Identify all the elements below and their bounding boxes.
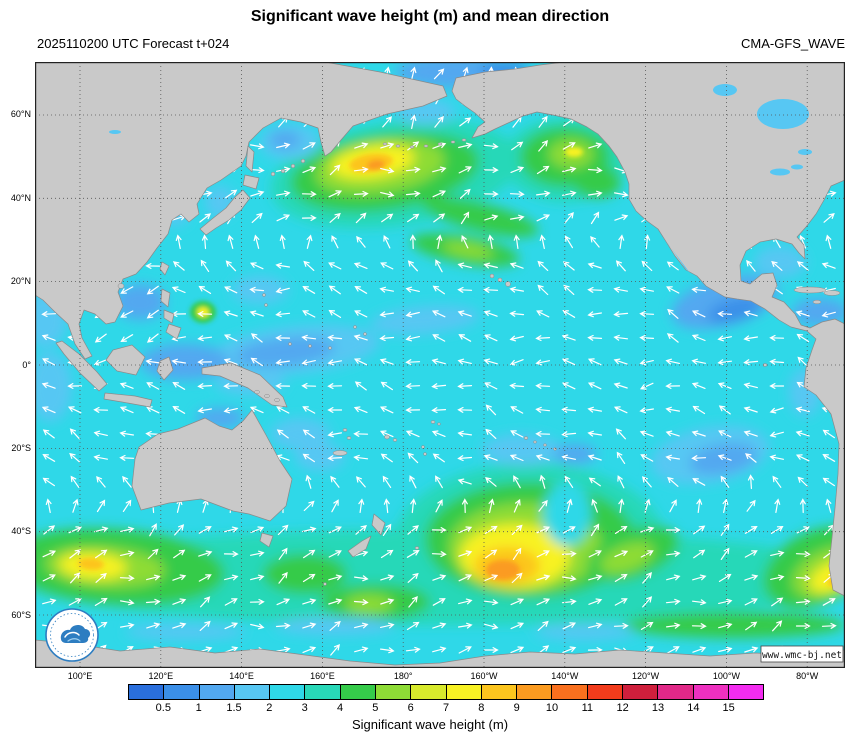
lon-tick-label: 120°W: [632, 671, 660, 681]
colorbar-cell: [340, 685, 376, 699]
lat-tick-label: 0°: [22, 359, 31, 370]
lon-tick-label: 160°E: [310, 671, 335, 681]
colorbar-cell: [375, 685, 412, 699]
lat-tick-label: 60°N: [10, 109, 31, 120]
landmasses: [35, 62, 845, 668]
colorbar-tick-value: 5: [372, 702, 379, 714]
graticule: [35, 62, 845, 668]
watermark: www.wmc-bj.net: [760, 645, 844, 663]
colorbar: [128, 684, 764, 700]
model-name-label: CMA-GFS_WAVE: [740, 36, 845, 51]
lat-tick-label: 60°S: [11, 609, 31, 620]
colorbar-tick-value: 4: [336, 702, 344, 714]
colorbar-cell: [728, 685, 764, 699]
colorbar-label: Significant wave height (m): [351, 717, 509, 732]
watermark-text: www.wmc-bj.net: [762, 650, 842, 661]
colorbar-tick-value: 11: [581, 702, 594, 714]
wmc-logo: [45, 608, 99, 662]
colorbar-cell: [270, 685, 306, 699]
map-area: www.wmc-bj.net: [35, 62, 845, 668]
colorbar-tick-value: 12: [616, 702, 629, 714]
colorbar-tick-value: 9: [513, 702, 520, 714]
lon-tick-label: 160°W: [470, 671, 498, 681]
colorbar-tick-value: 0.5: [155, 702, 171, 714]
colorbar-tick-value: 10: [545, 702, 559, 714]
lat-tick-label: 40°N: [10, 192, 31, 203]
lon-tick-label: 100°E: [67, 671, 93, 681]
colorbar-tick-value: 8: [478, 702, 485, 714]
lon-tick-label: 100°W: [712, 671, 740, 681]
colorbar-tick-value: 15: [722, 702, 735, 714]
colorbar-cell: [622, 685, 659, 699]
colorbar-cell: [129, 685, 165, 699]
lat-tick-label: 20°S: [11, 442, 31, 453]
colorbar-tick-value: 1: [195, 702, 202, 714]
map-frame: [35, 62, 845, 668]
colorbar-tick-value: 3: [301, 702, 308, 714]
figure-title: Significant wave height (m) and mean dir…: [250, 8, 610, 25]
colorbar-cell: [199, 685, 235, 699]
colorbar-cell: [587, 685, 623, 699]
colorbar-cell: [234, 685, 271, 699]
colorbar-tick-value: 6: [407, 702, 414, 714]
lon-tick-label: 140°W: [551, 671, 579, 681]
lon-tick-label: 80°W: [796, 671, 819, 681]
lon-tick-label: 140°E: [229, 671, 254, 681]
colorbar-tick-value: 2: [266, 702, 273, 714]
colorbar-cell: [693, 685, 729, 699]
colorbar-cell: [552, 685, 588, 699]
colorbar-tick-value: 1.5: [226, 702, 242, 714]
colorbar-cell: [411, 685, 447, 699]
colorbar-cell: [164, 685, 200, 699]
colorbar-cell: [305, 685, 341, 699]
lon-tick-label: 180°: [393, 671, 413, 681]
lon-tick-label: 120°E: [148, 671, 174, 681]
colorbar-cell: [446, 685, 482, 699]
lat-tick-label: 40°S: [11, 526, 31, 537]
colorbar-cell: [658, 685, 694, 699]
colorbar-tick-value: 7: [442, 702, 450, 714]
subtitle-row: 2025110200 UTC Forecast t+024 CMA-GFS_WA…: [37, 36, 845, 51]
wave-map-canvas: www.wmc-bj.net: [35, 62, 845, 668]
lat-tick-label: 20°N: [10, 276, 31, 287]
forecast-time-label: 2025110200 UTC Forecast t+024: [37, 36, 230, 51]
colorbar-tick-value: 14: [687, 702, 700, 714]
colorbar-tick-value: 13: [651, 702, 665, 714]
colorbar-cell: [481, 685, 518, 699]
colorbar-cell: [517, 685, 553, 699]
